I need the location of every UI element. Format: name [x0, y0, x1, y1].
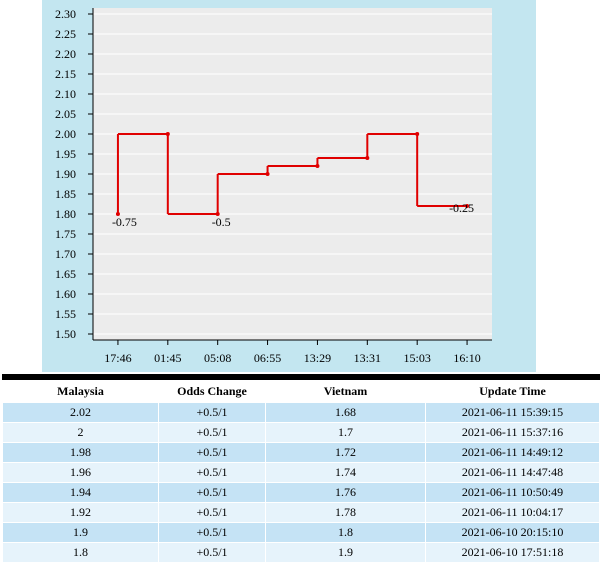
- table-cell: 1.98: [2, 442, 159, 463]
- x-tick-label: 13:31: [354, 351, 381, 365]
- table-cell: 1.9: [2, 522, 159, 543]
- table-cell: +0.5/1: [158, 402, 266, 423]
- y-tick-label: 2.05: [55, 107, 76, 121]
- y-tick-label: 1.90: [55, 167, 76, 181]
- table-cell: 1.74: [265, 462, 426, 483]
- x-tick-label: 05:08: [204, 351, 231, 365]
- chart: 1.50 1.55 1.60 1.65 1.70 1.75 1.80 1.85 1.90 1.95…: [42, 0, 536, 372]
- table-cell: 2021-06-11 10:50:49: [425, 482, 600, 503]
- y-tick-label: 2.25: [55, 27, 76, 41]
- table-cell: 2: [2, 422, 159, 443]
- header-cell: Malaysia: [2, 376, 159, 403]
- table-cell: 1.92: [2, 502, 159, 523]
- table-row: 2.02 +0.5/1 1.68 2021-06-11 15:39:15: [2, 402, 600, 423]
- table-cell: 1.8: [2, 542, 159, 563]
- table-row: 1.94 +0.5/1 1.76 2021-06-11 10:50:49: [2, 482, 600, 503]
- annotation: -0.5: [212, 215, 231, 229]
- table-cell: +0.5/1: [158, 502, 266, 523]
- table-cell: 1.68: [265, 402, 426, 423]
- table-header: Malaysia Odds Change Vietnam Update Time: [2, 376, 600, 403]
- table-cell: 1.96: [2, 462, 159, 483]
- y-tick-label: 2.30: [55, 7, 76, 21]
- table-cell: 2021-06-11 15:37:16: [425, 422, 600, 443]
- x-tick-label: 16:10: [453, 351, 480, 365]
- y-tick-label: 1.75: [55, 227, 76, 241]
- x-tick-label: 06:55: [254, 351, 281, 365]
- table-cell: +0.5/1: [158, 422, 266, 443]
- table-cell: 1.94: [2, 482, 159, 503]
- table-row: 1.9 +0.5/1 1.8 2021-06-10 20:15:10: [2, 522, 600, 543]
- x-tick-label: 01:45: [154, 351, 181, 365]
- table-row: 1.98 +0.5/1 1.72 2021-06-11 14:49:12: [2, 442, 600, 463]
- y-tick-label: 1.95: [55, 147, 76, 161]
- table-cell: 2021-06-11 10:04:17: [425, 502, 600, 523]
- y-tick-label: 2.00: [55, 127, 76, 141]
- y-tick-label: 1.70: [55, 247, 76, 261]
- table-cell: 2021-06-11 15:39:15: [425, 402, 600, 423]
- table-cell: 1.7: [265, 422, 426, 443]
- header-cell: Update Time: [425, 376, 600, 403]
- table-row: 1.96 +0.5/1 1.74 2021-06-11 14:47:48: [2, 462, 600, 483]
- y-tick-label: 1.60: [55, 287, 76, 301]
- table-cell: +0.5/1: [158, 522, 266, 543]
- table-cell: +0.5/1: [158, 462, 266, 483]
- y-tick-label: 2.20: [55, 47, 76, 61]
- y-tick-label: 2.15: [55, 67, 76, 81]
- table-row: 1.8 +0.5/1 1.9 2021-06-10 17:51:18: [2, 542, 600, 563]
- y-tick-label: 1.80: [55, 207, 76, 221]
- table-cell: 2021-06-11 14:49:12: [425, 442, 600, 463]
- table-cell: 1.72: [265, 442, 426, 463]
- y-tick-label: 1.55: [55, 307, 76, 321]
- table-cell: 2.02: [2, 402, 159, 423]
- table-cell: 1.9: [265, 542, 426, 563]
- table-cell: 1.8: [265, 522, 426, 543]
- table-cell: 1.76: [265, 482, 426, 503]
- table-cell: 2021-06-10 17:51:18: [425, 542, 600, 563]
- table-cell: 1.78: [265, 502, 426, 523]
- table-cell: +0.5/1: [158, 442, 266, 463]
- odds-table: Malaysia Odds Change Vietnam Update Time 2.0…: [2, 374, 600, 563]
- y-tick-label: 1.65: [55, 267, 76, 281]
- table-cell: 2021-06-11 14:47:48: [425, 462, 600, 483]
- x-tick-label: 13:29: [304, 351, 331, 365]
- table-cell: 2021-06-10 20:15:10: [425, 522, 600, 543]
- x-tick-label: 15:03: [404, 351, 431, 365]
- point: [465, 204, 470, 208]
- y-tick-label: 1.50: [55, 327, 76, 341]
- table-row: 1.92 +0.5/1 1.78 2021-06-11 10:04:17: [2, 502, 600, 523]
- table-row: 2 +0.5/1 1.7 2021-06-11 15:37:16: [2, 422, 600, 443]
- header-cell: Vietnam: [265, 376, 426, 403]
- table-cell: +0.5/1: [158, 482, 266, 503]
- table-cell: +0.5/1: [158, 542, 266, 563]
- header-cell: Odds Change: [158, 376, 266, 403]
- y-tick-label: 2.10: [55, 87, 76, 101]
- annotation: -0.25: [449, 201, 474, 215]
- x-tick-label: 17:46: [104, 351, 131, 365]
- y-tick-label: 1.85: [55, 187, 76, 201]
- annotation: -0.75: [112, 215, 137, 229]
